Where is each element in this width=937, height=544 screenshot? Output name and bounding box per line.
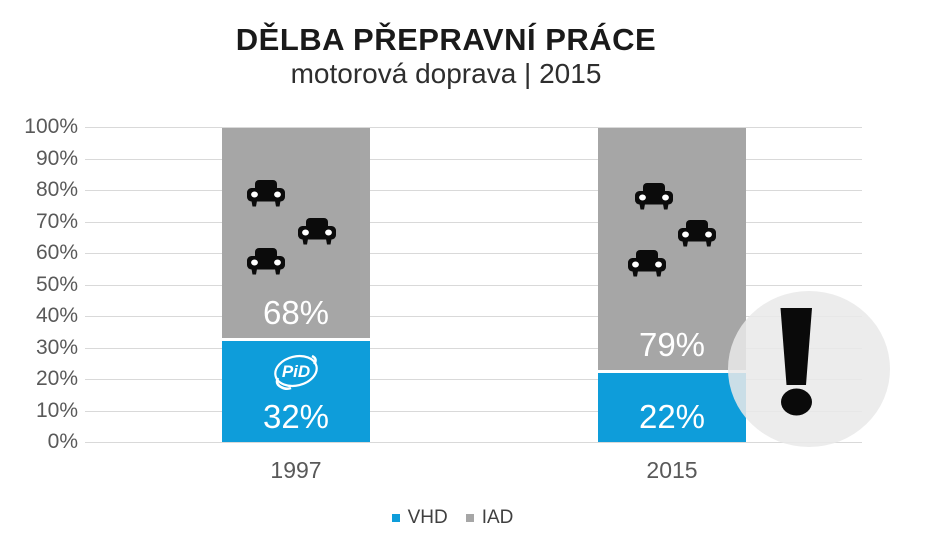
y-axis-tick-label: 70% bbox=[35, 209, 78, 233]
x-axis-category-label: 1997 bbox=[270, 457, 322, 483]
car-icon bbox=[628, 250, 666, 277]
car-icon bbox=[298, 218, 336, 245]
gridline bbox=[85, 442, 862, 443]
y-axis-tick-label: 10% bbox=[35, 398, 78, 422]
gridline bbox=[85, 379, 862, 380]
car-icon bbox=[247, 248, 285, 275]
car-icon bbox=[247, 248, 285, 275]
bar-segment-iad-1997: 68% bbox=[222, 128, 370, 338]
gridline bbox=[85, 127, 862, 128]
bar-segment-vhd-2015: 22% bbox=[598, 373, 746, 442]
gridline bbox=[85, 253, 862, 254]
x-axis-category-label: 2015 bbox=[646, 457, 698, 483]
gridline bbox=[85, 347, 862, 349]
pid-logo-icon: PiD bbox=[274, 354, 318, 391]
bar-value-label-vhd-2015: 22% bbox=[638, 398, 706, 435]
bar-value-label-vhd-1997: 32% bbox=[262, 398, 330, 435]
car-icon bbox=[635, 183, 673, 210]
car-icon bbox=[635, 183, 673, 210]
alert-highlight-circle bbox=[728, 291, 890, 447]
chart-title: DĚLBA PŘEPRAVNÍ PRÁCE bbox=[235, 22, 657, 57]
chart-legend: VHD IAD bbox=[0, 507, 905, 529]
bar-segment-vhd-1997: 32% PiD bbox=[222, 341, 370, 442]
svg-text:PiD: PiD bbox=[282, 362, 310, 381]
y-axis-tick-label: 90% bbox=[35, 146, 78, 170]
bar-segment-iad-2015: 79% bbox=[598, 128, 746, 370]
car-icon bbox=[678, 220, 716, 247]
y-axis-tick-label: 50% bbox=[35, 272, 78, 296]
legend-label-vhd: VHD bbox=[407, 507, 448, 528]
gridline bbox=[85, 316, 862, 317]
legend-item-vhd: VHD bbox=[391, 507, 448, 529]
y-axis-tick-label: 0% bbox=[47, 430, 78, 453]
car-icon bbox=[628, 250, 666, 277]
legend-swatch-vhd bbox=[391, 514, 400, 522]
y-axis-tick-label: 20% bbox=[35, 367, 78, 390]
car-icon bbox=[247, 180, 285, 207]
gridline bbox=[85, 284, 862, 286]
exclamation-mark-icon bbox=[780, 308, 812, 416]
bar-value-label-iad-2015: 79% bbox=[638, 326, 706, 363]
gridline bbox=[85, 410, 862, 412]
y-axis-tick-label: 30% bbox=[35, 335, 78, 359]
bar-value-label-iad-1997: 68% bbox=[262, 294, 330, 331]
car-icon bbox=[678, 220, 716, 247]
car-icon bbox=[247, 180, 285, 207]
pid-logo: PiD bbox=[268, 350, 324, 394]
legend-label-iad: IAD bbox=[481, 507, 514, 528]
y-axis-tick-label: 80% bbox=[35, 178, 78, 201]
y-axis-tick-label: 40% bbox=[35, 304, 78, 327]
legend-swatch-iad bbox=[465, 514, 474, 522]
gridline bbox=[85, 158, 862, 160]
gridline bbox=[85, 190, 862, 191]
chart-subtitle: motorová doprava | 2015 bbox=[290, 58, 602, 89]
legend-item-iad: IAD bbox=[465, 507, 514, 529]
y-axis-tick-label: 60% bbox=[35, 241, 78, 264]
gridline bbox=[85, 221, 862, 223]
car-icon bbox=[298, 218, 336, 245]
y-axis-tick-label: 100% bbox=[24, 115, 78, 138]
